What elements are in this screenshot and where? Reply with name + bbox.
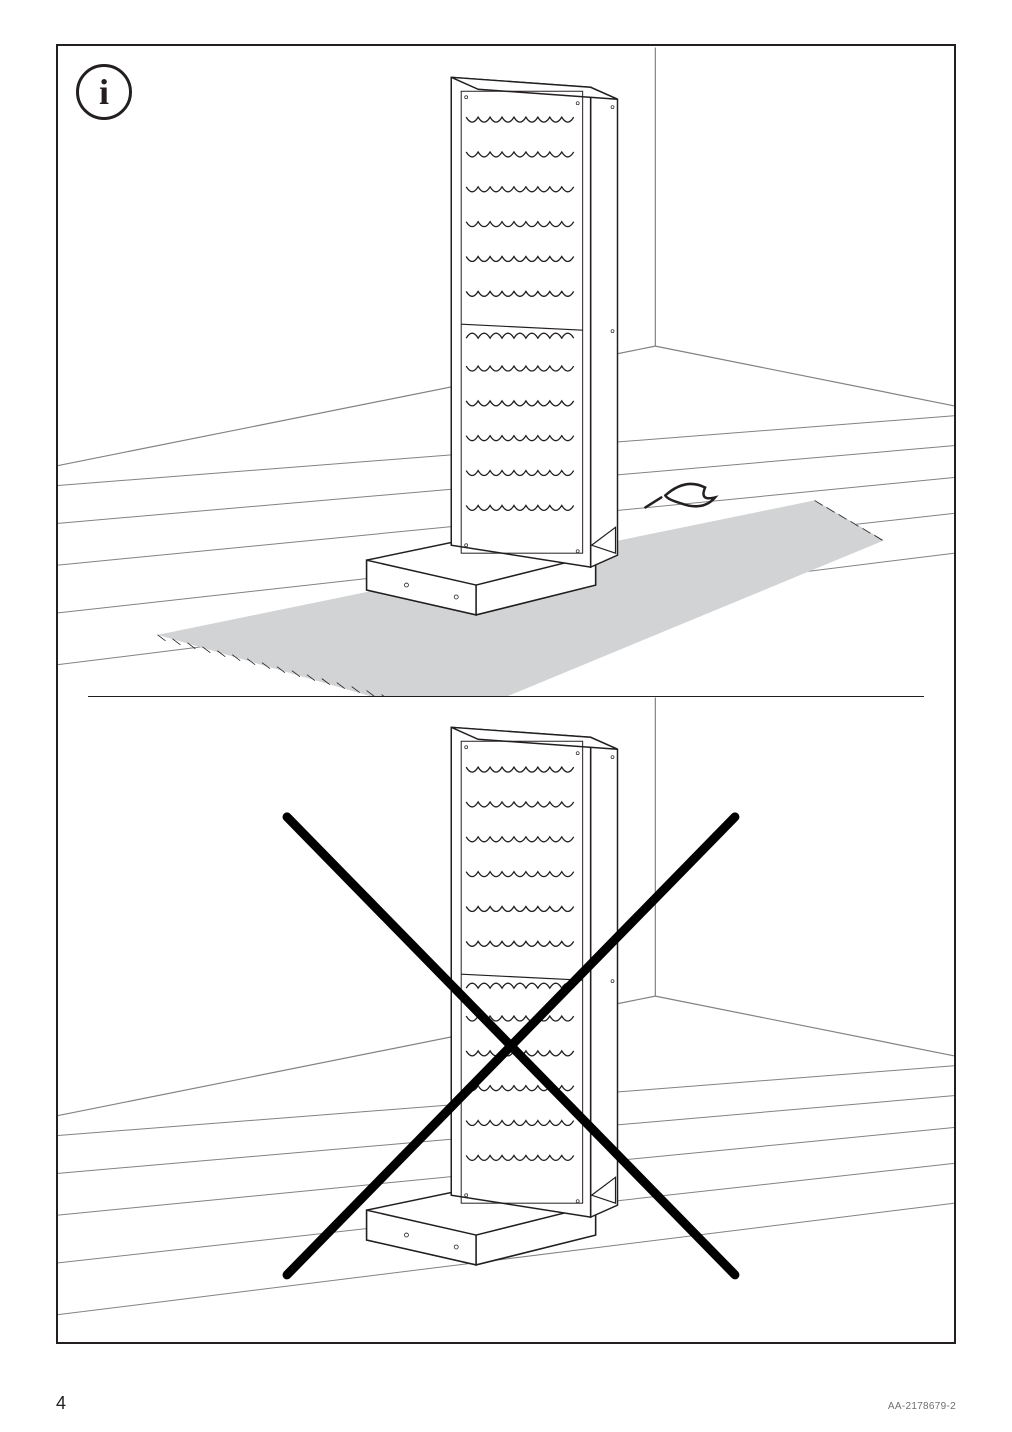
cabinet [367, 77, 618, 615]
scene-incorrect [58, 696, 954, 1344]
panel-correct [58, 46, 954, 696]
document-code: AA-2178679-2 [888, 1401, 956, 1412]
screwdriver-icon [645, 484, 715, 507]
scene-correct [58, 46, 954, 696]
page-number: 4 [56, 1393, 66, 1414]
cabinet [367, 727, 618, 1265]
page: i [0, 0, 1012, 1432]
content-frame: i [56, 44, 956, 1344]
panel-incorrect [58, 696, 954, 1344]
